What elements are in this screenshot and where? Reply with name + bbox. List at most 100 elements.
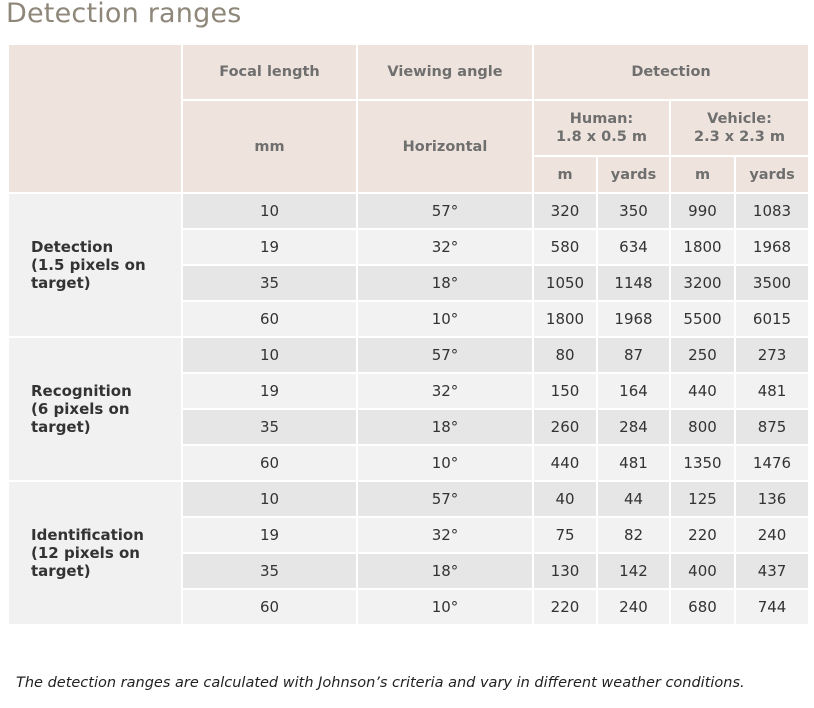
table-row: Identification (12 pixels on target) 10 57° 4… bbox=[7, 480, 811, 626]
cell-vehicle-m: 125 bbox=[669, 480, 736, 518]
cell-human-m: 440 bbox=[532, 444, 598, 482]
cell-human-m: 80 bbox=[532, 336, 598, 374]
table-row: 35 18° 130 142 400 437 bbox=[8, 552, 811, 590]
cell-focal-length: 10 bbox=[181, 480, 358, 518]
cell-vehicle-yards: 481 bbox=[733, 372, 811, 410]
cell-vehicle-m: 220 bbox=[669, 516, 736, 554]
group-label-line: (1.5 pixels on bbox=[31, 256, 146, 274]
table-row: 35 18° 1050 1148 3200 3500 bbox=[8, 264, 811, 302]
cell-human-m: 580 bbox=[532, 228, 598, 266]
cell-viewing-angle: 10° bbox=[356, 444, 534, 482]
group-label-line: (6 pixels on bbox=[31, 400, 130, 418]
header-human-m: m bbox=[532, 155, 598, 194]
table-body: Detection (1.5 pixels on target) 10 57° 320 35… bbox=[7, 192, 811, 626]
cell-vehicle-yards: 6015 bbox=[733, 300, 811, 338]
cell-vehicle-yards: 136 bbox=[733, 480, 811, 518]
cell-human-yards: 1148 bbox=[596, 264, 671, 302]
header-row-2: mm Horizontal Human: 1.8 x 0.5 m Vehicle… bbox=[8, 99, 811, 194]
header-vehicle-size: 2.3 x 2.3 m bbox=[694, 129, 786, 145]
table-row: Recognition (6 pixels on target) 10 57° 80 87 2… bbox=[7, 336, 811, 482]
cell-human-m: 75 bbox=[532, 516, 598, 554]
cell-human-yards: 87 bbox=[596, 336, 671, 374]
group-label-line: target) bbox=[31, 418, 91, 436]
table-row: Detection (1.5 pixels on target) 10 57° 320 35… bbox=[7, 192, 811, 338]
cell-human-m: 1050 bbox=[532, 264, 598, 302]
cell-human-yards: 284 bbox=[596, 408, 671, 446]
cell-viewing-angle: 32° bbox=[356, 372, 534, 410]
header-vehicle: Vehicle: 2.3 x 2.3 m bbox=[668, 99, 811, 157]
cell-vehicle-m: 400 bbox=[669, 552, 736, 590]
cell-human-yards: 1968 bbox=[596, 300, 671, 338]
table-row: 60 10° 220 240 680 744 bbox=[8, 588, 811, 626]
cell-human-m: 260 bbox=[532, 408, 598, 446]
detection-ranges-table: Focal length Viewing angle Detection mm … bbox=[7, 43, 811, 626]
cell-vehicle-m: 990 bbox=[669, 192, 736, 230]
header-vehicle-label: Vehicle: bbox=[707, 111, 772, 127]
cell-focal-length: 60 bbox=[181, 300, 358, 338]
cell-viewing-angle: 57° bbox=[356, 336, 534, 374]
cell-vehicle-m: 250 bbox=[669, 336, 736, 374]
cell-viewing-angle: 10° bbox=[356, 300, 534, 338]
group-label-line: Detection bbox=[31, 238, 114, 256]
cell-human-m: 150 bbox=[532, 372, 598, 410]
cell-human-yards: 44 bbox=[596, 480, 671, 518]
cell-viewing-angle: 18° bbox=[356, 552, 534, 590]
header-focal-length: Focal length bbox=[181, 43, 358, 101]
cell-focal-length: 60 bbox=[181, 444, 358, 482]
cell-viewing-angle: 10° bbox=[356, 588, 534, 626]
table-row: 19 32° 75 82 220 240 bbox=[8, 516, 811, 554]
cell-viewing-angle: 57° bbox=[356, 480, 534, 518]
cell-human-m: 320 bbox=[532, 192, 598, 230]
group-label-line: target) bbox=[31, 274, 91, 292]
header-horizontal: Horizontal bbox=[356, 99, 534, 194]
cell-vehicle-m: 5500 bbox=[669, 300, 736, 338]
cell-viewing-angle: 57° bbox=[356, 192, 534, 230]
header-corner bbox=[7, 43, 183, 194]
table-row: 60 10° 440 481 1350 1476 bbox=[8, 444, 811, 482]
cell-vehicle-yards: 1476 bbox=[733, 444, 811, 482]
table-row: 60 10° 1800 1968 5500 6015 bbox=[8, 300, 811, 338]
group-label-line: Recognition bbox=[31, 382, 132, 400]
cell-human-m: 40 bbox=[532, 480, 598, 518]
cell-vehicle-m: 1350 bbox=[669, 444, 736, 482]
group-label: Identification (12 pixels on target) bbox=[7, 480, 183, 626]
cell-human-yards: 164 bbox=[596, 372, 671, 410]
cell-focal-length: 19 bbox=[181, 516, 358, 554]
header-human: Human: 1.8 x 0.5 m bbox=[532, 99, 671, 157]
cell-vehicle-yards: 240 bbox=[733, 516, 811, 554]
group-label-line: (12 pixels on bbox=[31, 544, 140, 562]
cell-vehicle-m: 440 bbox=[669, 372, 736, 410]
cell-human-m: 220 bbox=[532, 588, 598, 626]
cell-human-yards: 634 bbox=[596, 228, 671, 266]
group-label-line: Identification bbox=[31, 526, 144, 544]
header-human-label: Human: bbox=[569, 111, 634, 127]
group-label: Detection (1.5 pixels on target) bbox=[7, 192, 183, 338]
header-row-1: Focal length Viewing angle Detection bbox=[7, 43, 811, 194]
footnote: The detection ranges are calculated with… bbox=[16, 675, 745, 691]
header-mm: mm bbox=[181, 99, 358, 194]
cell-vehicle-yards: 875 bbox=[733, 408, 811, 446]
header-human-size: 1.8 x 0.5 m bbox=[556, 129, 647, 145]
header-row-3: m yards m yards bbox=[8, 155, 811, 194]
cell-human-yards: 142 bbox=[596, 552, 671, 590]
cell-focal-length: 19 bbox=[181, 228, 358, 266]
cell-focal-length: 35 bbox=[181, 552, 358, 590]
header-vehicle-m: m bbox=[669, 155, 736, 194]
cell-vehicle-m: 800 bbox=[669, 408, 736, 446]
header-detection: Detection bbox=[531, 43, 811, 101]
cell-viewing-angle: 32° bbox=[356, 228, 534, 266]
cell-vehicle-yards: 744 bbox=[733, 588, 811, 626]
header-viewing-angle: Viewing angle bbox=[356, 43, 534, 101]
cell-focal-length: 10 bbox=[181, 192, 358, 230]
cell-viewing-angle: 18° bbox=[356, 264, 534, 302]
cell-vehicle-m: 3200 bbox=[669, 264, 736, 302]
group-label: Recognition (6 pixels on target) bbox=[7, 336, 183, 482]
cell-human-m: 1800 bbox=[532, 300, 598, 338]
cell-vehicle-yards: 1083 bbox=[733, 192, 811, 230]
cell-vehicle-yards: 437 bbox=[733, 552, 811, 590]
header-human-yards: yards bbox=[596, 155, 671, 194]
cell-vehicle-yards: 1968 bbox=[733, 228, 811, 266]
cell-focal-length: 35 bbox=[181, 408, 358, 446]
cell-vehicle-yards: 273 bbox=[733, 336, 811, 374]
table-row: 19 32° 150 164 440 481 bbox=[8, 372, 811, 410]
